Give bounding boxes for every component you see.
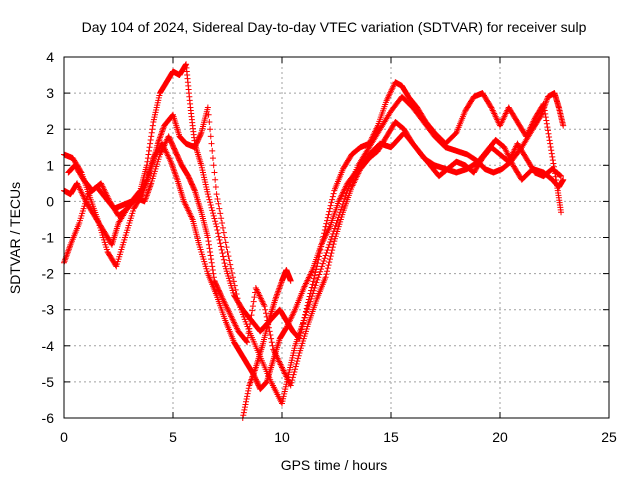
chart-title: Day 104 of 2024, Sidereal Day-to-day VTE… [82,19,587,35]
y-tick-label: -5 [42,374,55,390]
y-tick-label: 1 [46,157,54,173]
y-axis-label: SDTVAR / TECUs [7,182,23,294]
y-tick-label: -3 [42,302,55,318]
x-tick-label: 10 [274,429,290,445]
y-tick-label: -2 [42,266,55,282]
x-tick-label: 25 [601,429,617,445]
y-tick-label: -6 [42,410,55,426]
data-point-markers [65,118,565,389]
series-trace-d [65,118,565,389]
y-tick-label: 4 [46,49,54,65]
x-tick-label: 15 [383,429,399,445]
x-tick-label: 20 [492,429,508,445]
y-tick-label: -4 [42,338,55,354]
x-axis-label: GPS time / hours [281,457,388,473]
y-tick-label: -1 [42,230,55,246]
x-tick-label: 0 [60,429,68,445]
tick-layer: 0 5 10 15 20 25 -6 -5 -4 -3 -2 -1 0 1 2 3 4 [42,49,617,445]
y-tick-label: 2 [46,121,54,137]
x-tick-label: 5 [169,429,177,445]
y-tick-label: 0 [46,193,54,209]
y-tick-label: 3 [46,85,54,101]
